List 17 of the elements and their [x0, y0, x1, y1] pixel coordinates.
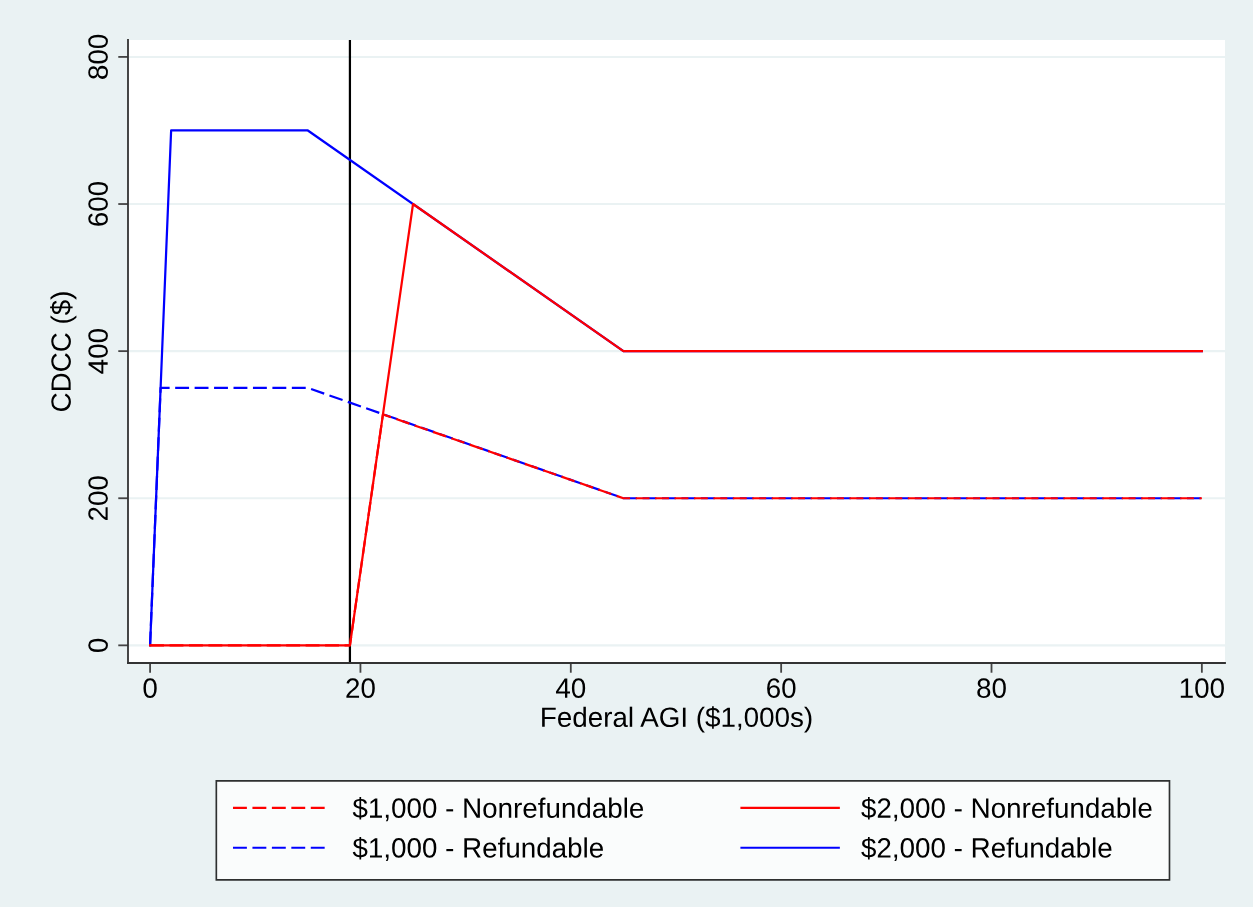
legend-label: $1,000 - Nonrefundable	[352, 797, 644, 822]
x-tick-label: 0	[143, 678, 157, 698]
x-axis-title: Federal AGI ($1,000s)	[542, 706, 812, 733]
x-tick-label: 80	[977, 678, 1006, 698]
legend-label: $2,000 - Refundable	[861, 836, 1112, 862]
y-tick-label: 0	[88, 638, 108, 652]
legend-label: $2,000 - Nonrefundable	[861, 797, 1152, 822]
y-axis-title: CDCC ($)	[50, 292, 77, 412]
x-tick-label: 100	[1180, 678, 1224, 698]
x-tick-label: 20	[346, 678, 375, 698]
y-tick-label: 400	[88, 329, 108, 374]
x-tick-label: 40	[555, 678, 586, 698]
y-tick-label: 800	[88, 34, 108, 79]
x-tick-label: 60	[767, 678, 796, 698]
y-tick-label: 600	[88, 181, 108, 226]
legend-label: $1,000 - Refundable	[352, 836, 603, 862]
y-tick-label: 200	[88, 476, 108, 521]
